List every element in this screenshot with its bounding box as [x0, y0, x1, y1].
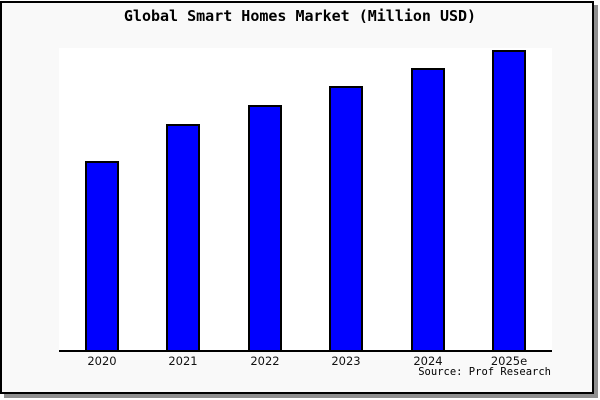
bar-2024 — [411, 68, 445, 350]
x-tick-label-2023: 2023 — [331, 354, 361, 368]
source-note: Source: Prof Research — [418, 366, 551, 378]
x-tick-label-2025e: 2025e — [490, 354, 528, 368]
x-tick-label-2024: 2024 — [413, 354, 443, 368]
chart-title: Global Smart Homes Market (Million USD) — [123, 7, 477, 25]
x-tick-label-2022: 2022 — [250, 354, 280, 368]
plot-area: 2020 2021 2022 2023 2024 2025e — [59, 48, 552, 368]
bar-2021 — [166, 124, 200, 350]
bar-2025e — [492, 50, 526, 350]
x-tick-label-2020: 2020 — [87, 354, 117, 368]
x-tick-label-2021: 2021 — [168, 354, 198, 368]
bar-2022 — [248, 105, 282, 350]
bar-2020 — [85, 161, 119, 350]
bar-2023 — [329, 86, 363, 350]
